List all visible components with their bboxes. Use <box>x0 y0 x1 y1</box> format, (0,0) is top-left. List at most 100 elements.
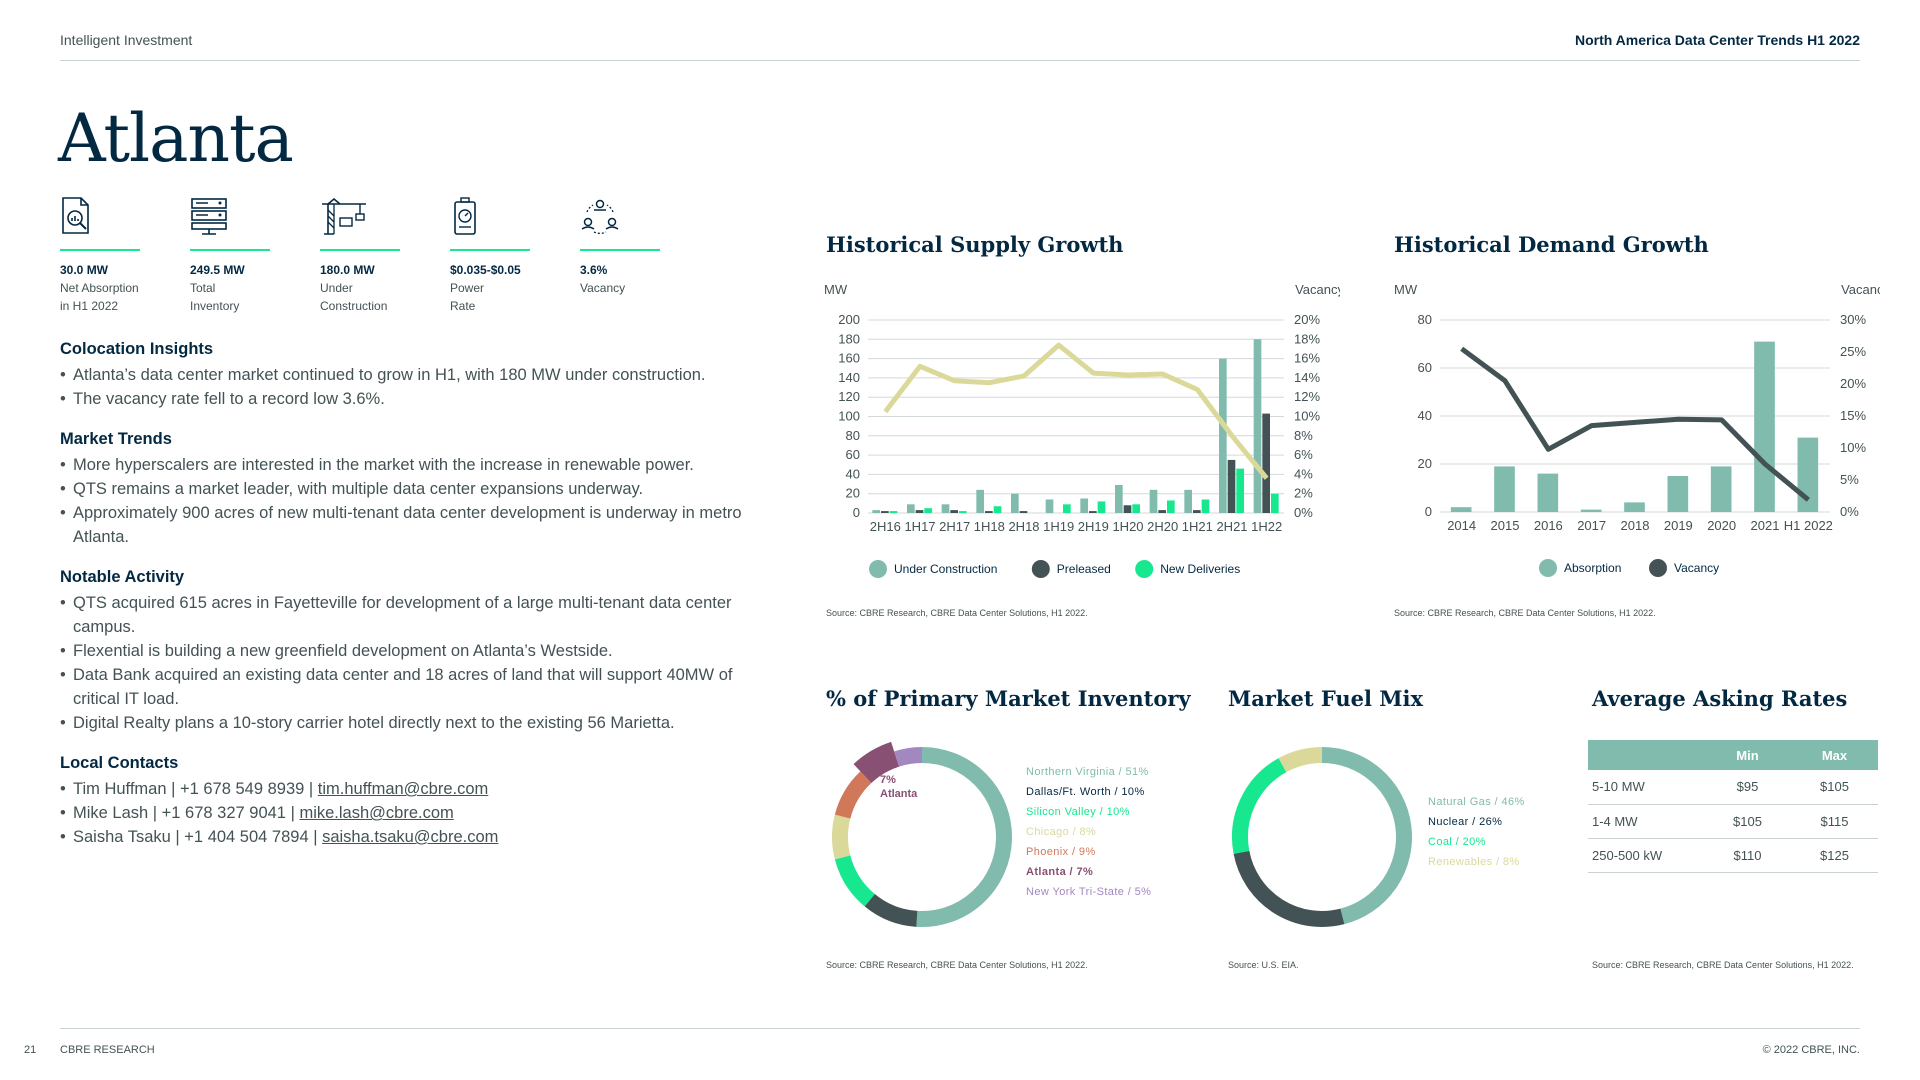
y2-tick-label: 4% <box>1294 466 1313 481</box>
table-row: 250-500 kW $110 $125 <box>1588 838 1878 873</box>
demand-chart-title: Historical Demand Growth <box>1394 232 1709 257</box>
bar <box>1011 493 1019 513</box>
x-tick-label: 2H18 <box>1008 519 1039 534</box>
bar <box>1624 502 1645 512</box>
legend-label: New Deliveries <box>1160 562 1240 576</box>
stat-rule <box>60 249 140 251</box>
bar <box>889 511 898 513</box>
highlight-value: 7% <box>880 774 896 786</box>
y-tick-label: 160 <box>838 351 860 366</box>
legend-label: Phoenix / 9% <box>1026 846 1096 858</box>
y-tick-label: 60 <box>846 447 860 462</box>
stat-rule <box>320 249 400 251</box>
donut-slice <box>853 741 900 784</box>
table-cell: $125 <box>1791 838 1878 873</box>
y-tick-label: 20 <box>1418 456 1432 471</box>
legend-marker <box>1649 559 1667 577</box>
bullet-item: Approximately 900 acres of new multi-ten… <box>60 501 760 549</box>
legend-label: Renewables / 8% <box>1428 856 1520 868</box>
vacancy-line <box>1460 346 1810 502</box>
x-tick-label: 2H21 <box>1216 519 1247 534</box>
demand-growth-chart: MW Vacancy 0 20 40 60 80 0% 5% 10% 15% 20% 25% 30% 201… <box>1394 282 1880 577</box>
bullet-item: Data Bank acquired an existing data cent… <box>60 663 760 711</box>
bar <box>1158 510 1166 513</box>
report-title: North America Data Center Trends H1 2022 <box>1574 32 1860 48</box>
legend-label: Northern Virginia / 51% <box>1026 766 1149 778</box>
contact-details: Saisha Tsaku | +1 404 504 7894 | <box>73 828 323 846</box>
stat-value: 180.0 MW <box>320 263 375 277</box>
bar <box>881 511 889 513</box>
bar <box>1080 498 1088 513</box>
legend-marker <box>1135 560 1154 578</box>
legend-label: Silicon Valley / 10% <box>1026 806 1130 818</box>
stat-value: $0.035-$0.05 <box>450 263 521 277</box>
bar <box>1710 466 1732 512</box>
contact-email-link[interactable]: saisha.tsaku@cbre.com <box>322 828 499 846</box>
y2-tick-label: 18% <box>1294 331 1320 346</box>
construction-crane-icon <box>322 197 366 235</box>
bar <box>1450 507 1472 512</box>
stat-value: 30.0 MW <box>60 263 109 277</box>
legend-label: Dallas/Ft. Worth / 10% <box>1026 786 1145 798</box>
donut-slice <box>834 771 872 819</box>
table-cell: $105 <box>1704 804 1791 839</box>
people-cycle-icon <box>581 199 619 234</box>
asking-rates-table: Min Max 5-10 MW $95 $105 1-4 MW $105 $11… <box>1588 740 1878 873</box>
y2-tick-label: 0% <box>1294 505 1313 520</box>
table-cell: 250-500 kW <box>1588 838 1704 873</box>
contact-item: Saisha Tsaku | +1 404 504 7894 | saisha.… <box>60 825 760 849</box>
donut-slice <box>894 747 923 767</box>
bar <box>1262 413 1270 513</box>
supply-chart-title: Historical Supply Growth <box>826 232 1124 257</box>
stat-net-absorption: 30.0 MW Net Absorption in H1 2022 <box>60 196 150 315</box>
y2-axis-title: Vacancy <box>1295 282 1340 297</box>
bar <box>1201 499 1210 513</box>
bar <box>1236 468 1244 513</box>
stat-vacancy: 3.6% Vacancy <box>580 196 670 297</box>
key-stats: 30.0 MW Net Absorption in H1 2022 249.5 … <box>60 196 720 316</box>
bullet-item: QTS remains a market leader, with multip… <box>60 477 760 501</box>
legend-label: Preleased <box>1057 562 1111 576</box>
contact-email-link[interactable]: tim.huffman@cbre.com <box>317 780 489 798</box>
x-tick-label: 2014 <box>1447 518 1476 533</box>
bullet-item: More hyperscalers are interested in the … <box>60 453 760 477</box>
y2-tick-label: 5% <box>1840 472 1859 487</box>
bar <box>1253 339 1262 513</box>
y-axis-title: MW <box>1394 282 1418 297</box>
contact-item: Mike Lash | +1 678 327 9041 | mike.lash@… <box>60 801 760 825</box>
x-tick-label: 2021 <box>1751 518 1780 533</box>
bar <box>1063 504 1071 513</box>
legend-label: Chicago / 8% <box>1026 826 1096 838</box>
y2-tick-label: 10% <box>1294 409 1320 424</box>
bar <box>1123 505 1132 513</box>
y-tick-label: 0 <box>1425 504 1432 519</box>
bar <box>915 510 924 513</box>
bullet-item: The vacancy rate fell to a record low 3.… <box>60 387 760 411</box>
bar <box>950 510 958 513</box>
section-title: Notable Activity <box>60 568 185 586</box>
legend-label: Atlanta / 7% <box>1026 866 1093 878</box>
x-tick-label: 1H22 <box>1251 519 1282 534</box>
fuel-chart-title: Market Fuel Mix <box>1228 686 1424 711</box>
inventory-chart-title: % of Primary Market Inventory <box>826 686 1191 711</box>
text-column: Colocation Insights Atlanta’s data cente… <box>60 340 760 868</box>
contact-email-link[interactable]: mike.lash@cbre.com <box>299 804 454 822</box>
y-tick-label: 40 <box>846 466 860 481</box>
y-tick-label: 120 <box>838 389 860 404</box>
bar <box>1193 510 1201 513</box>
bar <box>1271 493 1279 513</box>
contact-details: Tim Huffman | +1 678 549 8939 | <box>73 780 318 798</box>
stat-rule <box>450 249 530 251</box>
bar <box>1089 511 1097 513</box>
legend-label: Under Construction <box>894 562 997 576</box>
y-tick-label: 80 <box>1418 312 1432 327</box>
table-cell: $95 <box>1704 770 1791 805</box>
footer-brand: CBRE RESEARCH <box>60 1044 155 1056</box>
y-tick-label: 200 <box>838 312 860 327</box>
header-brand: Intelligent Investment <box>60 32 193 48</box>
legend-marker <box>1539 559 1557 577</box>
y2-tick-label: 0% <box>1840 504 1859 519</box>
y2-tick-label: 10% <box>1840 440 1866 455</box>
bar <box>1494 466 1515 512</box>
donut-slice <box>1232 758 1287 854</box>
